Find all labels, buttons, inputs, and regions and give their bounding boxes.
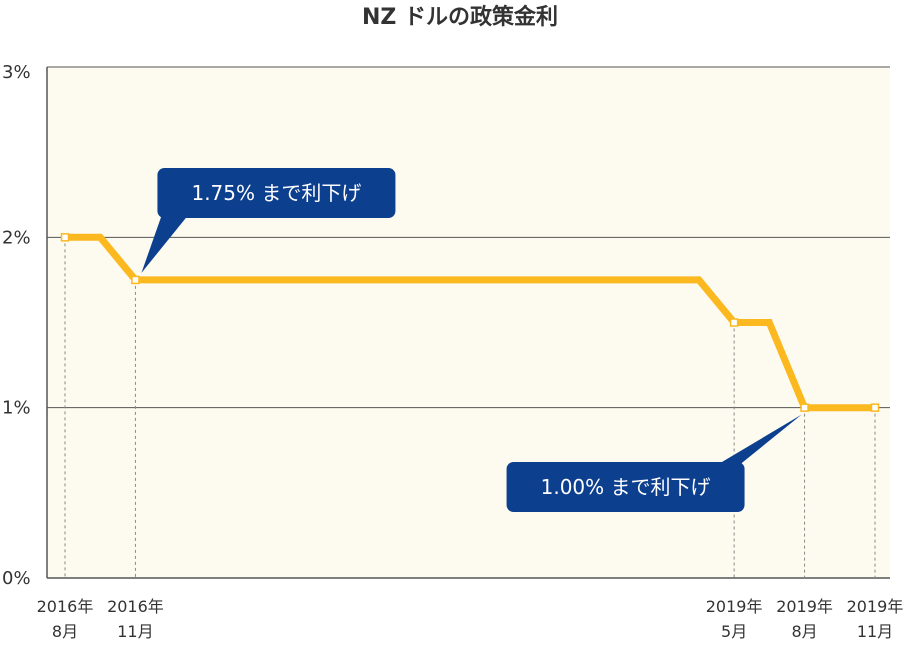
callout-label: 1.75% まで利下げ [191,181,361,205]
grid-lines [46,66,890,579]
y-tick-label: 3% [2,62,31,83]
callout-label: 1.00% まで利下げ [541,475,711,499]
y-tick-label: 2% [2,227,31,248]
rate-series [60,233,880,412]
y-tick-label: 0% [2,568,31,589]
y-axis-ticks: 0% 1% 2% 3% [2,62,31,589]
x-tick-label: 2016年 [37,597,94,616]
x-tick-label: 11月 [857,622,893,641]
x-tick-label: 5月 [721,622,747,641]
x-tick-label: 8月 [791,622,817,641]
callout-box [157,168,396,218]
x-tick-label: 2019年 [847,597,904,616]
x-tick-label: 2019年 [776,597,833,616]
rate-cut-callout: 1.00% まで利下げ [506,414,802,512]
data-point-marker [131,275,140,285]
x-tick-label: 11月 [117,622,153,641]
data-point-marker [800,403,809,412]
x-axis-ticks: 2016年 8月 2016年 11月 2019年 5月 2019年 8月 2019年 11月 [37,597,904,641]
x-tick-label: 2016年 [107,597,164,616]
x-guide-lines [64,237,876,578]
annotations: 1.75% まで利下げ 1.00% まで利下げ [141,168,802,512]
data-point-marker [870,403,880,412]
x-tick-label: 2019年 [706,597,763,616]
rate-cut-callout: 1.75% まで利下げ [141,168,396,273]
rate-line [65,233,875,412]
callout-box [506,462,745,512]
callout-pointer [718,414,802,464]
x-tick-label: 8月 [52,622,78,641]
callout-pointer [141,216,188,273]
data-point-marker [60,233,70,242]
data-point-marker [729,318,739,327]
chart-title: NZ ドルの政策金利 [362,4,558,30]
y-tick-label: 1% [2,398,31,419]
